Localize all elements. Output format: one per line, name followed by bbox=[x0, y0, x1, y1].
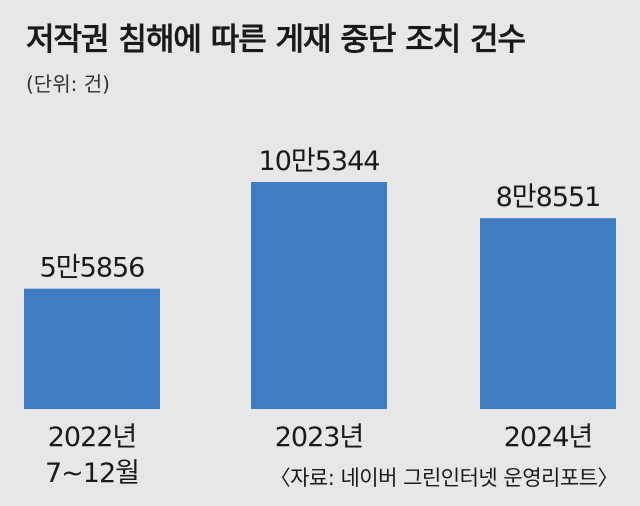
bar-2 bbox=[480, 218, 616, 409]
value-label-2: 8만8551 bbox=[496, 182, 601, 213]
category-label-0-0: 2022년 bbox=[48, 422, 137, 453]
source-note: 〈자료: 네이버 그린인터넷 운영리포트〉 bbox=[269, 466, 619, 490]
bar-0 bbox=[24, 288, 160, 409]
value-label-1: 10만5344 bbox=[259, 146, 380, 177]
bar-1 bbox=[251, 182, 387, 409]
category-label-0-1: 7~12월 bbox=[45, 458, 139, 489]
category-label-1-0: 2023년 bbox=[275, 422, 364, 453]
category-label-2-0: 2024년 bbox=[504, 422, 593, 453]
chart-title: 저작권 침해에 따른 게재 중단 조치 건수 bbox=[26, 22, 526, 58]
value-label-0: 5만5856 bbox=[40, 253, 145, 284]
unit-label: (단위: 건) bbox=[26, 72, 110, 96]
